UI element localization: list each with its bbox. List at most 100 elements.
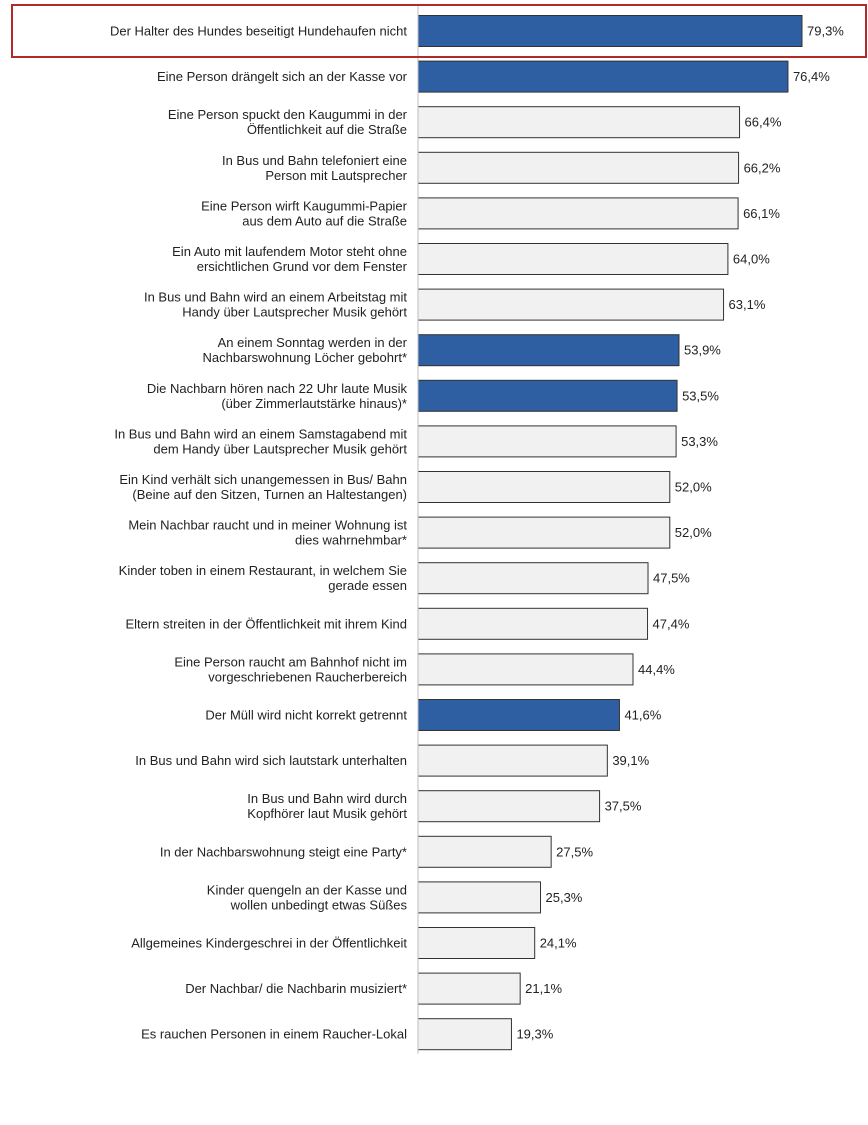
value-label-19: 25,3% — [546, 890, 583, 905]
value-labels-layer: 79,3% 76,4% 66,4% 66,2% 66,1% 64,0% 63,1% 53,9%… — [516, 24, 844, 1042]
bar-18 — [417, 835, 552, 868]
category-label-line: Der Nachbar/ die Nachbarin musiziert* — [185, 981, 407, 996]
category-label-10: Ein Kind verhält sich unangemessen in Bu… — [119, 472, 407, 502]
category-label-line: In Bus und Bahn wird an einem Samstagabe… — [114, 426, 407, 441]
bar-4 — [417, 197, 739, 230]
category-label-22: Es rauchen Personen in einem Raucher-Lok… — [141, 1027, 407, 1042]
category-label-line: dies wahrnehmbar* — [295, 533, 407, 548]
category-label-9: In Bus und Bahn wird an einem Samstagabe… — [114, 426, 407, 456]
category-label-line: (Beine auf den Sitzen, Turnen an Haltest… — [132, 487, 407, 502]
bar-2 — [417, 106, 741, 139]
category-label-1: Eine Person drängelt sich an der Kasse v… — [157, 69, 408, 84]
value-label-21: 21,1% — [525, 981, 562, 996]
category-label-2: Eine Person spuckt den Kaugummi in der Öf… — [168, 107, 408, 137]
value-label-7: 53,9% — [684, 343, 721, 358]
bar-17 — [417, 790, 601, 823]
category-label-line: In Bus und Bahn wird an einem Arbeitstag… — [144, 290, 407, 305]
category-label-3: In Bus und Bahn telefoniert eine Person m… — [222, 153, 408, 183]
bar-11 — [417, 516, 671, 549]
value-label-9: 53,3% — [681, 434, 718, 449]
category-label-line: Es rauchen Personen in einem Raucher-Lok… — [141, 1027, 407, 1042]
category-label-15: Der Müll wird nicht korrekt getrennt — [205, 708, 407, 723]
category-label-6: In Bus und Bahn wird an einem Arbeitstag… — [144, 290, 407, 320]
category-label-line: Kinder quengeln an der Kasse und — [207, 882, 407, 897]
category-label-20: Allgemeines Kindergeschrei in der Öffent… — [131, 936, 407, 951]
category-label-line: Die Nachbarn hören nach 22 Uhr laute Mus… — [147, 381, 408, 396]
value-label-11: 52,0% — [675, 525, 712, 540]
category-label-18: In der Nachbarswohnung steigt eine Party… — [160, 844, 407, 859]
value-label-2: 66,4% — [745, 115, 782, 130]
value-label-5: 64,0% — [733, 252, 770, 267]
category-label-0: Der Halter des Hundes beseitigt Hundehau… — [110, 24, 407, 39]
value-label-14: 44,4% — [638, 662, 675, 677]
bar-6 — [417, 288, 725, 321]
bar-14 — [417, 653, 634, 686]
category-label-line: In Bus und Bahn wird durch — [247, 791, 407, 806]
bar-19 — [417, 881, 542, 914]
value-label-18: 27,5% — [556, 844, 593, 859]
category-label-line: Der Halter des Hundes beseitigt Hundehau… — [110, 24, 407, 39]
category-label-line: Eine Person spuckt den Kaugummi in der — [168, 107, 408, 122]
category-label-14: Eine Person raucht am Bahnhof nicht im vo… — [174, 654, 407, 684]
category-label-8: Die Nachbarn hören nach 22 Uhr laute Mus… — [147, 381, 408, 411]
category-label-16: In Bus und Bahn wird sich lautstark unte… — [135, 753, 407, 768]
category-label-line: Mein Nachbar raucht und in meiner Wohnun… — [128, 518, 407, 533]
bar-0 — [417, 15, 803, 47]
value-label-13: 47,4% — [653, 616, 690, 631]
category-label-line: In Bus und Bahn wird sich lautstark unte… — [135, 753, 407, 768]
category-label-line: In der Nachbarswohnung steigt eine Party… — [160, 844, 407, 859]
category-label-11: Mein Nachbar raucht und in meiner Wohnun… — [128, 518, 407, 548]
category-label-line: wollen unbedingt etwas Süßes — [230, 897, 408, 912]
category-label-line: Nachbarswohnung Löcher gebohrt* — [202, 350, 407, 365]
category-label-line: Kinder toben in einem Restaurant, in wel… — [119, 563, 407, 578]
value-label-3: 66,2% — [744, 160, 781, 175]
bar-16 — [417, 744, 608, 777]
bar-3 — [417, 151, 740, 184]
value-label-8: 53,5% — [682, 388, 719, 403]
bar-12 — [417, 562, 649, 595]
bar-20 — [417, 927, 536, 959]
category-label-5: Ein Auto mit laufendem Motor steht ohne e… — [172, 244, 408, 274]
category-label-line: Ein Auto mit laufendem Motor steht ohne — [172, 244, 407, 259]
bar-22 — [417, 1018, 512, 1051]
category-label-4: Eine Person wirft Kaugummi-Papier aus dem… — [201, 198, 408, 228]
category-label-line: (über Zimmerlautstärke hinaus)* — [221, 396, 407, 411]
category-label-line: Ein Kind verhält sich unangemessen in Bu… — [119, 472, 407, 487]
bar-1 — [417, 60, 789, 93]
category-label-line: dem Handy über Lautsprecher Musik gehört — [153, 441, 407, 456]
category-label-line: Eine Person raucht am Bahnhof nicht im — [174, 654, 407, 669]
category-label-7: An einem Sonntag werden in der Nachbarswo… — [202, 335, 407, 365]
category-labels-layer: Der Halter des Hundes beseitigt Hundehau… — [110, 24, 408, 1042]
bar-13 — [417, 607, 649, 640]
value-label-1: 76,4% — [793, 69, 830, 84]
category-label-12: Kinder toben in einem Restaurant, in wel… — [119, 563, 407, 593]
category-label-line: gerade essen — [328, 578, 407, 593]
value-label-6: 63,1% — [729, 297, 766, 312]
value-label-22: 19,3% — [516, 1027, 553, 1042]
category-label-17: In Bus und Bahn wird durch Kopfhörer laut… — [247, 791, 407, 821]
bar-9 — [417, 425, 677, 458]
value-label-10: 52,0% — [675, 480, 712, 495]
bar-15 — [417, 699, 620, 731]
category-label-line: aus dem Auto auf die Straße — [242, 213, 407, 228]
category-label-line: In Bus und Bahn telefoniert eine — [222, 153, 407, 168]
bar-5 — [417, 243, 729, 275]
bar-7 — [417, 334, 680, 367]
value-label-15: 41,6% — [624, 708, 661, 723]
category-label-line: Person mit Lautsprecher — [265, 168, 407, 183]
bar-8 — [417, 379, 678, 412]
category-label-line: Öffentlichkeit auf die Straße — [247, 122, 407, 137]
value-label-12: 47,5% — [653, 571, 690, 586]
category-label-line: ersichtlichen Grund vor dem Fenster — [197, 259, 408, 274]
category-label-line: Handy über Lautsprecher Musik gehört — [182, 305, 407, 320]
category-label-line: Eine Person wirft Kaugummi-Papier — [201, 198, 408, 213]
value-label-17: 37,5% — [605, 799, 642, 814]
category-label-19: Kinder quengeln an der Kasse und wollen u… — [207, 882, 408, 912]
category-label-line: Allgemeines Kindergeschrei in der Öffent… — [131, 936, 407, 951]
value-label-0: 79,3% — [807, 24, 844, 39]
highlight-box — [11, 4, 867, 58]
bar-10 — [417, 471, 671, 503]
bar-21 — [417, 972, 521, 1005]
category-label-line: Eine Person drängelt sich an der Kasse v… — [157, 69, 408, 84]
